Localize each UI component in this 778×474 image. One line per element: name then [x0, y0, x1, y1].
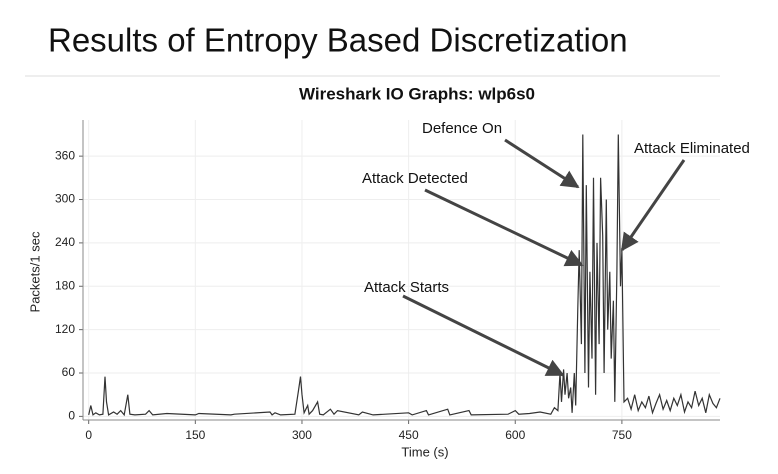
y-tick-label: 0 — [68, 409, 75, 423]
x-tick-label: 150 — [185, 428, 205, 442]
x-tick-label: 300 — [292, 428, 312, 442]
y-tick-label: 300 — [55, 192, 75, 206]
arrow — [620, 159, 686, 252]
y-tick-label: 240 — [55, 235, 75, 249]
arrow — [504, 138, 580, 189]
annotations: Defence On Attack Detected Attack Elimin… — [362, 120, 750, 377]
plot-area: 0 60 120 180 240 300 360 0 150 300 450 600 750 — [55, 120, 721, 442]
y-tick-label: 60 — [62, 365, 76, 379]
annotation: Defence On — [422, 120, 502, 137]
x-tick-label: 450 — [399, 428, 419, 442]
slide-title: Results of Entropy Based Discretization — [48, 22, 628, 59]
y-axis-label: Packets/1 sec — [27, 231, 42, 312]
arrow — [402, 294, 565, 377]
y-tick-label: 360 — [55, 148, 75, 162]
x-tick-label: 600 — [505, 428, 525, 442]
annotation: Attack Starts — [364, 279, 449, 296]
annotation: Attack Detected — [362, 170, 468, 187]
chart-title: Wireshark IO Graphs: wlp6s0 — [299, 84, 535, 103]
y-tick-label: 120 — [55, 322, 75, 336]
x-tick-label: 750 — [612, 428, 632, 442]
x-axis-label: Time (s) — [401, 444, 448, 459]
x-tick-label: 0 — [85, 428, 92, 442]
y-tick-label: 180 — [55, 278, 75, 292]
annotation: Attack Eliminated — [634, 140, 750, 157]
arrow — [424, 188, 584, 267]
data-line — [88, 134, 721, 417]
